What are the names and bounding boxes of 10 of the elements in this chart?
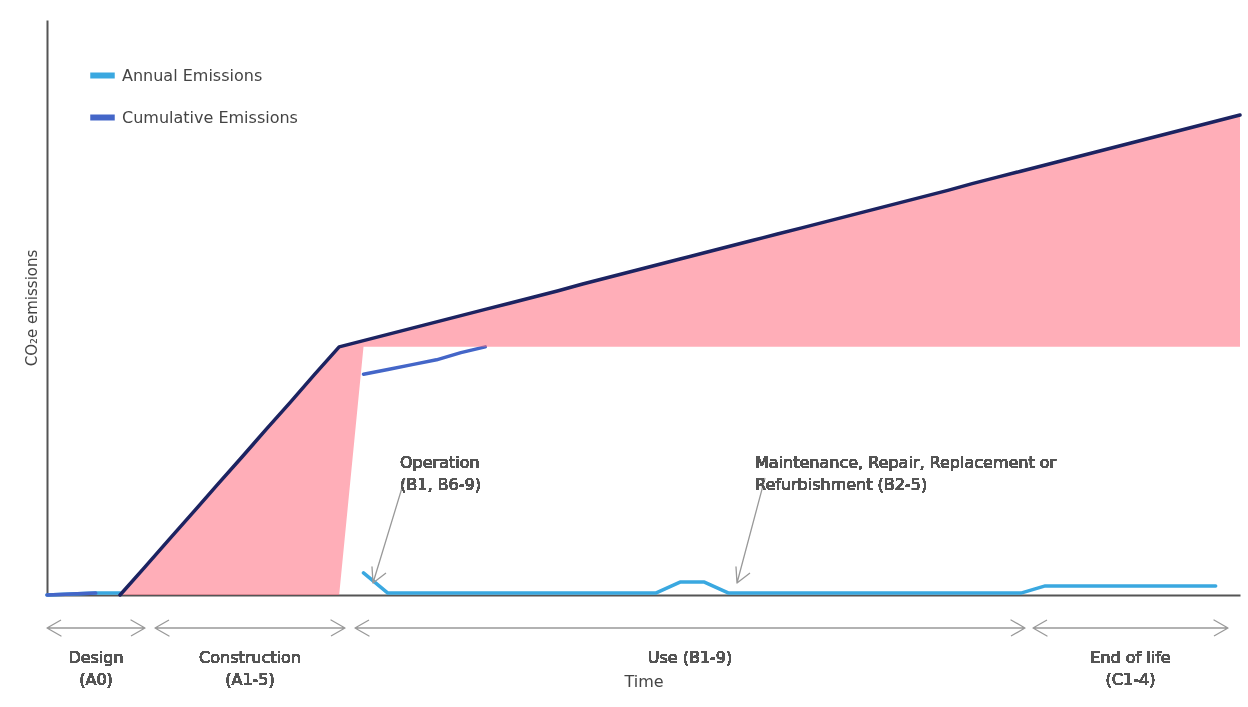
text: Design (A0) (68, 648, 124, 689)
legend-label: Annual Emissions (122, 65, 263, 85)
text: End of life (C1-4) (1090, 648, 1171, 689)
text: Construction (A1-5) (199, 648, 301, 689)
annotation: Operation (B1, B6-9) (400, 453, 481, 494)
text: Use (B1-9) (647, 648, 733, 667)
x-axis-title: Time (623, 671, 664, 691)
y-axis-title: CO₂e emissions (22, 249, 41, 367)
legend-label: Cumulative Emissions (122, 107, 298, 127)
annotation: Maintenance, Repair, Replacement or Refurbishment (B2-5) (755, 453, 1057, 494)
